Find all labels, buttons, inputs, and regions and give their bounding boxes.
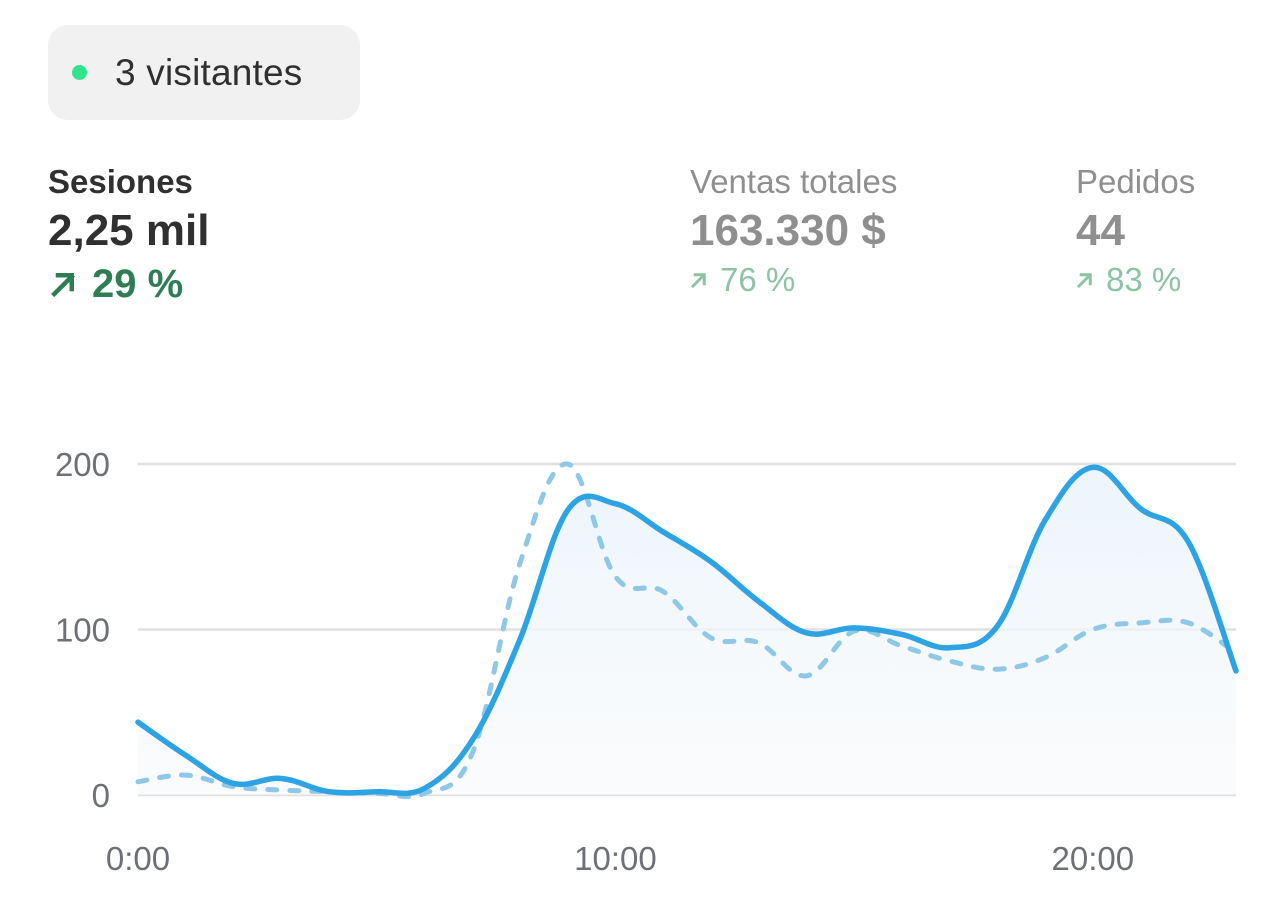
- sessions-line-chart[interactable]: 0 100 200 0:00 10:00 20:00: [0, 430, 1284, 915]
- metric-delta-value: 29 %: [92, 262, 184, 306]
- live-status-dot-icon: [72, 65, 87, 80]
- metric-label: Ventas totales: [690, 163, 898, 200]
- live-visitors-badge[interactable]: 3 visitantes: [48, 25, 360, 120]
- metric-delta: 29 %: [48, 258, 209, 310]
- metric-value: 163.330 $: [690, 206, 886, 255]
- y-tick-label: 200: [55, 446, 110, 483]
- metric-delta: 83 %: [1076, 258, 1195, 302]
- metric-value: 44: [1076, 206, 1125, 255]
- arrow-up-right-icon: [690, 273, 706, 289]
- current-period-line: [135, 464, 1239, 797]
- y-tick-label: 0: [92, 777, 110, 814]
- current-series-area: [138, 467, 1236, 795]
- y-tick-label: 100: [55, 612, 110, 649]
- metric-delta-value: 76 %: [720, 261, 796, 298]
- y-axis-labels: 0 100 200: [55, 446, 110, 814]
- metric-orders[interactable]: Pedidos 44 83 %: [1076, 160, 1195, 302]
- metric-value: 2,25 mil: [48, 206, 210, 255]
- metric-delta: 76 %: [690, 258, 897, 302]
- x-tick-label: 20:00: [1051, 840, 1134, 877]
- metric-label: Sesiones: [48, 163, 193, 200]
- metric-delta-value: 83 %: [1106, 261, 1182, 298]
- visitors-count: 3 visitantes: [115, 51, 303, 93]
- sessions-chart[interactable]: 0 100 200 0:00 10:00 20:00: [0, 430, 1284, 915]
- x-tick-label: 10:00: [574, 840, 657, 877]
- x-axis-labels: 0:00 10:00 20:00: [106, 840, 1134, 877]
- arrow-up-right-icon: [51, 273, 75, 298]
- metric-total-sales[interactable]: Ventas totales 163.330 $ 76 %: [690, 160, 897, 302]
- x-tick-label: 0:00: [106, 840, 170, 877]
- metric-sessions[interactable]: Sesiones 2,25 mil 29 %: [48, 160, 209, 310]
- metric-label: Pedidos: [1076, 163, 1196, 200]
- arrow-up-right-icon: [1076, 273, 1092, 289]
